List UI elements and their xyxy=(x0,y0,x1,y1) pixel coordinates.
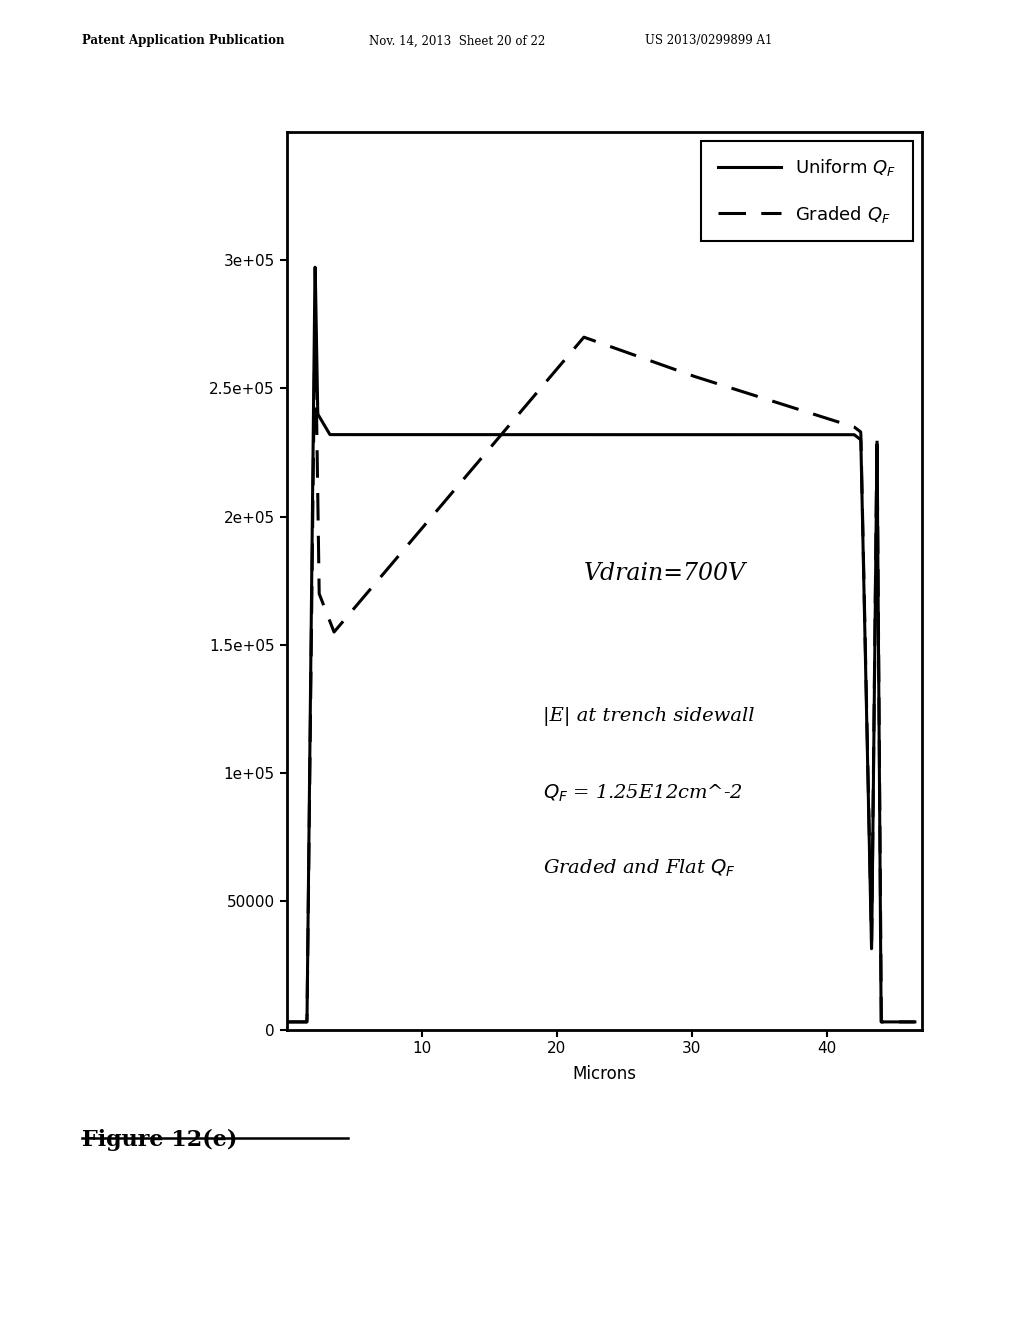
Text: Patent Application Publication: Patent Application Publication xyxy=(82,34,285,48)
Legend: Uniform $Q_F$, Graded $Q_F$: Uniform $Q_F$, Graded $Q_F$ xyxy=(701,141,912,240)
Text: US 2013/0299899 A1: US 2013/0299899 A1 xyxy=(645,34,772,48)
Text: $Q_F$ = 1.25E12cm^-2: $Q_F$ = 1.25E12cm^-2 xyxy=(544,783,743,804)
Text: Vdrain=700V: Vdrain=700V xyxy=(584,561,745,585)
X-axis label: Microns: Microns xyxy=(572,1065,636,1082)
Text: Graded and Flat $Q_F$: Graded and Flat $Q_F$ xyxy=(544,858,736,879)
Text: Nov. 14, 2013  Sheet 20 of 22: Nov. 14, 2013 Sheet 20 of 22 xyxy=(369,34,545,48)
Text: |E| at trench sidewall: |E| at trench sidewall xyxy=(544,708,755,726)
Text: Figure 12(e): Figure 12(e) xyxy=(82,1129,238,1151)
